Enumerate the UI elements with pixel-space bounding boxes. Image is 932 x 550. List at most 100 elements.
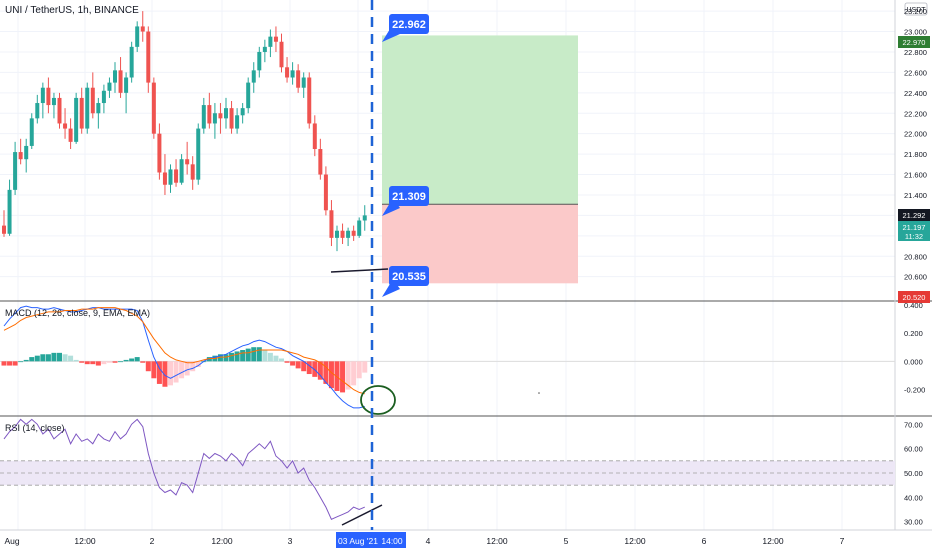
macd-histogram-bar <box>195 361 201 367</box>
macd-histogram-bar <box>95 361 101 366</box>
support-trendline[interactable] <box>330 268 389 273</box>
current-price-badge-text: 21.197 <box>903 223 926 232</box>
rsi-tick-label: 70.00 <box>904 420 923 429</box>
candle <box>201 97 206 134</box>
macd-title[interactable]: MACD (12, 26, close, 9, EMA, EMA) <box>5 308 150 318</box>
last-price-badge-text: 21.292 <box>903 211 926 220</box>
macd-signal-line <box>3 307 365 395</box>
macd-histogram-bar <box>57 352 62 362</box>
candle <box>340 223 345 244</box>
macd-histogram-bar <box>334 361 340 391</box>
candle-body <box>296 70 301 88</box>
time-highlight-badge: 03 Aug '21 14:00 <box>336 532 406 548</box>
currency-badge[interactable]: USDT <box>904 2 928 16</box>
candle-body <box>146 31 151 83</box>
candle <box>235 108 240 134</box>
macd-histogram-bar <box>251 347 257 362</box>
candle <box>212 103 217 139</box>
currency-label: USDT <box>906 7 926 14</box>
candle-body <box>257 51 262 71</box>
time-tick-label: 7 <box>840 536 845 546</box>
candle-body <box>196 128 201 180</box>
candle <box>29 113 34 149</box>
rsi-divergence-trendline[interactable] <box>341 504 383 526</box>
candle-body <box>29 118 34 146</box>
price-axis[interactable]: 23.200 23.000 22.800 22.600 22.400 22.200 22.0… <box>904 7 927 282</box>
candle-body <box>63 123 68 129</box>
target-price-badge-text: 22.970 <box>903 38 926 47</box>
candle-body <box>273 36 278 42</box>
macd-histogram-bar <box>34 355 40 362</box>
candle-body <box>18 152 23 160</box>
rsi-tick-label: 50.00 <box>904 469 923 478</box>
time-tick-label: 12:00 <box>74 536 96 546</box>
current-price-badge: 21.197 11:32 <box>898 221 930 241</box>
macd-histogram-bar <box>362 361 368 373</box>
macd-histogram-bar <box>345 361 351 390</box>
candle <box>107 77 112 98</box>
rsi-tick-label: 60.00 <box>904 445 923 454</box>
macd-circle-annotation[interactable] <box>360 385 396 415</box>
candle <box>51 92 56 119</box>
candle-body <box>68 128 73 142</box>
candle <box>246 77 251 114</box>
macd-histogram-bar <box>173 361 179 383</box>
macd-histogram-bar <box>123 359 129 362</box>
macd-tick-label: 0.000 <box>904 357 923 366</box>
candle <box>285 57 290 83</box>
candle <box>351 225 356 241</box>
candle <box>79 87 84 134</box>
macd-histogram <box>1 347 368 393</box>
candle <box>296 64 301 93</box>
candle <box>2 210 6 237</box>
candlestick-series <box>2 11 367 252</box>
target-price-badge: 22.970 <box>898 36 930 48</box>
candle-body <box>24 145 29 160</box>
candle-body <box>323 174 328 211</box>
entry-callout[interactable]: 21.309 <box>382 186 429 216</box>
candle-body <box>312 123 317 149</box>
macd-histogram-bar <box>262 350 268 362</box>
macd-histogram-bar <box>267 352 273 362</box>
rsi-title[interactable]: RSI (14, close) <box>5 423 65 433</box>
candle <box>113 62 117 93</box>
macd-histogram-bar <box>179 361 185 379</box>
macd-histogram-bar <box>317 361 323 380</box>
macd-histogram-bar <box>168 361 173 386</box>
price-tick-label: 21.600 <box>904 171 927 180</box>
macd-histogram-bar <box>328 361 334 389</box>
time-highlight-date: 03 Aug '21 <box>338 536 378 546</box>
candle <box>40 82 45 119</box>
candle-body <box>40 87 45 104</box>
macd-histogram-bar <box>284 361 290 363</box>
candle-body <box>79 97 84 129</box>
candle <box>124 72 129 114</box>
macd-histogram-bar <box>151 361 157 379</box>
candle-body <box>301 77 306 88</box>
profit-zone <box>382 35 578 205</box>
time-tick-label: 3 <box>288 536 293 546</box>
rsi-axis[interactable]: 70.00 60.00 50.00 40.00 30.00 <box>904 420 923 526</box>
candle-body <box>268 36 273 47</box>
symbol-title[interactable]: UNI / TetherUS, 1h, BINANCE <box>5 5 139 16</box>
price-tick-label: 20.800 <box>904 252 927 261</box>
target-callout[interactable]: 22.962 <box>382 14 429 42</box>
candle-body <box>218 113 223 119</box>
time-axis[interactable]: Aug 12:00 2 12:00 3 4 12:00 5 12:00 6 12:00 7 <box>4 536 844 546</box>
price-tick-label: 23.000 <box>904 28 927 37</box>
candle <box>129 41 134 83</box>
candle-body <box>207 105 212 124</box>
macd-axis[interactable]: 0.400 0.200 0.000 -0.200 <box>904 301 925 395</box>
candle-body <box>357 220 362 236</box>
candle <box>224 97 228 129</box>
macd-histogram-bar <box>256 347 262 362</box>
price-tick-label: 22.600 <box>904 68 927 77</box>
stop-callout[interactable]: 20.535 <box>382 266 429 297</box>
candle-body <box>35 103 40 119</box>
candle-body <box>246 82 251 109</box>
candle-body <box>7 189 12 234</box>
macd-histogram-bar <box>106 361 112 363</box>
candle-body <box>190 164 195 180</box>
candle-body <box>185 159 190 165</box>
macd-histogram-bar <box>140 361 146 363</box>
